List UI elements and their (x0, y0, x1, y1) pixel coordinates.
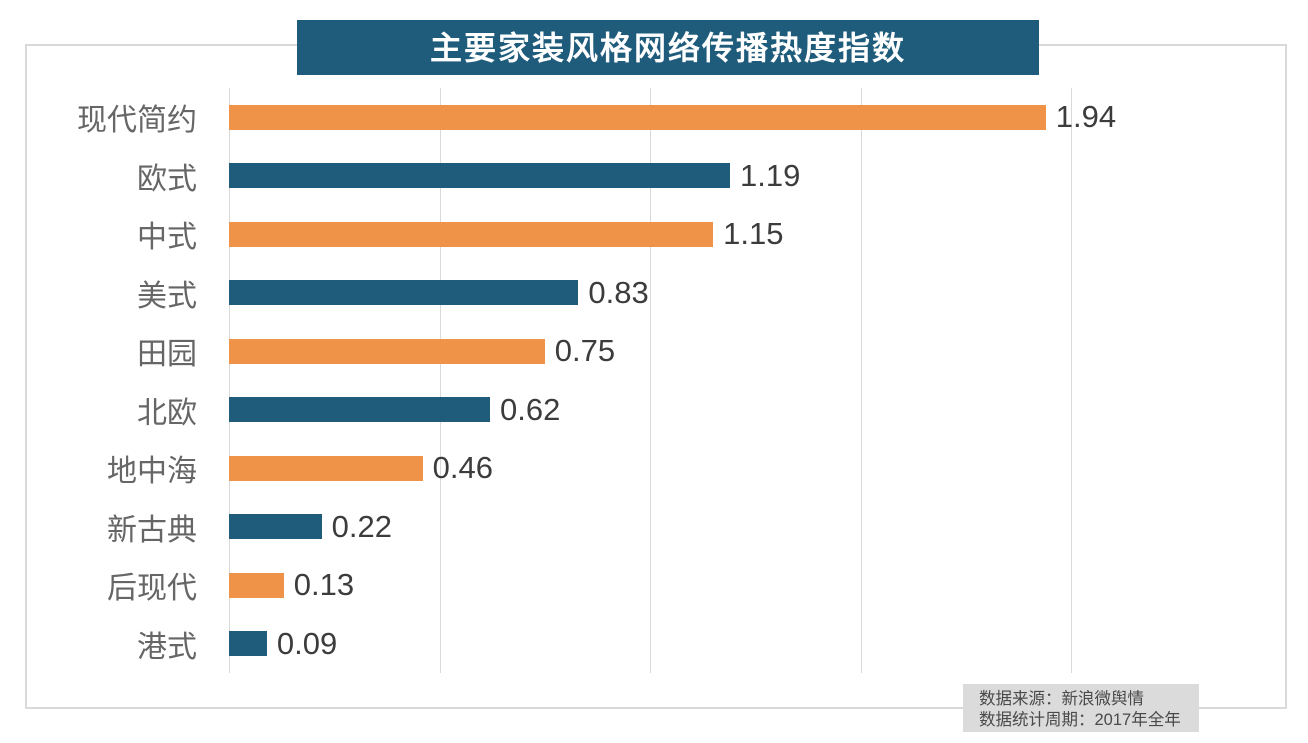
chart-title: 主要家装风格网络传播热度指数 (297, 20, 1039, 75)
vertical-gridline (229, 88, 230, 673)
value-label: 0.13 (293, 567, 355, 603)
value-label: 0.62 (500, 391, 561, 427)
category-label: 地中海 (107, 455, 197, 489)
value-label: 0.83 (588, 274, 649, 310)
value-label: 1.15 (723, 216, 784, 252)
vertical-gridline (439, 88, 441, 673)
bar-row: 美式 0.83 (0, 264, 1308, 323)
bar-row: 北欧 0.62 (0, 381, 1308, 440)
category-label: 港式 (137, 630, 197, 664)
category-label: 北欧 (137, 396, 197, 430)
bar-rows-container: 现代简约 1.94 欧式 1.19 中式 1.15 美式 0.83 田园 0.75 北欧 0.62 地中… (0, 88, 1308, 673)
category-label: 中式 (137, 221, 197, 255)
value-bar (229, 572, 284, 598)
value-bar (229, 163, 730, 189)
vertical-gridline (860, 88, 862, 673)
bar-row: 地中海 0.46 (0, 439, 1308, 498)
data-period-line: 数据统计周期：2017年全年 (979, 711, 1181, 729)
bar-row: 现代简约 1.94 (0, 88, 1308, 147)
bar-row: 中式 1.15 (0, 205, 1308, 264)
value-bar (229, 280, 579, 306)
value-label: 0.22 (331, 508, 392, 544)
value-bar (229, 514, 322, 540)
data-source-line: 数据来源：新浪微舆情 (979, 690, 1144, 708)
value-bar (229, 397, 491, 423)
data-source-note: 数据来源：新浪微舆情 数据统计周期：2017年全年 (963, 684, 1199, 732)
vertical-gridline (650, 88, 651, 673)
value-bar (229, 104, 1046, 130)
category-label: 美式 (137, 279, 197, 313)
category-label: 现代简约 (77, 104, 197, 138)
category-label: 后现代 (107, 572, 197, 606)
value-label: 0.09 (276, 625, 338, 661)
bar-row: 田园 0.75 (0, 322, 1308, 381)
value-bar (229, 631, 267, 657)
category-label: 新古典 (107, 513, 197, 547)
value-bar (229, 338, 545, 364)
value-label: 1.94 (1055, 99, 1117, 135)
value-label: 1.19 (739, 157, 801, 193)
value-label: 0.46 (432, 450, 493, 486)
value-bar (229, 455, 423, 481)
bar-row: 港式 0.09 (0, 615, 1308, 674)
bar-row: 新古典 0.22 (0, 498, 1308, 557)
bar-row: 后现代 0.13 (0, 556, 1308, 615)
category-label: 田园 (137, 338, 197, 372)
bar-row: 欧式 1.19 (0, 147, 1308, 206)
vertical-gridline (1071, 88, 1072, 673)
category-label: 欧式 (137, 162, 197, 196)
value-label: 0.75 (554, 333, 616, 369)
value-bar (229, 221, 714, 247)
